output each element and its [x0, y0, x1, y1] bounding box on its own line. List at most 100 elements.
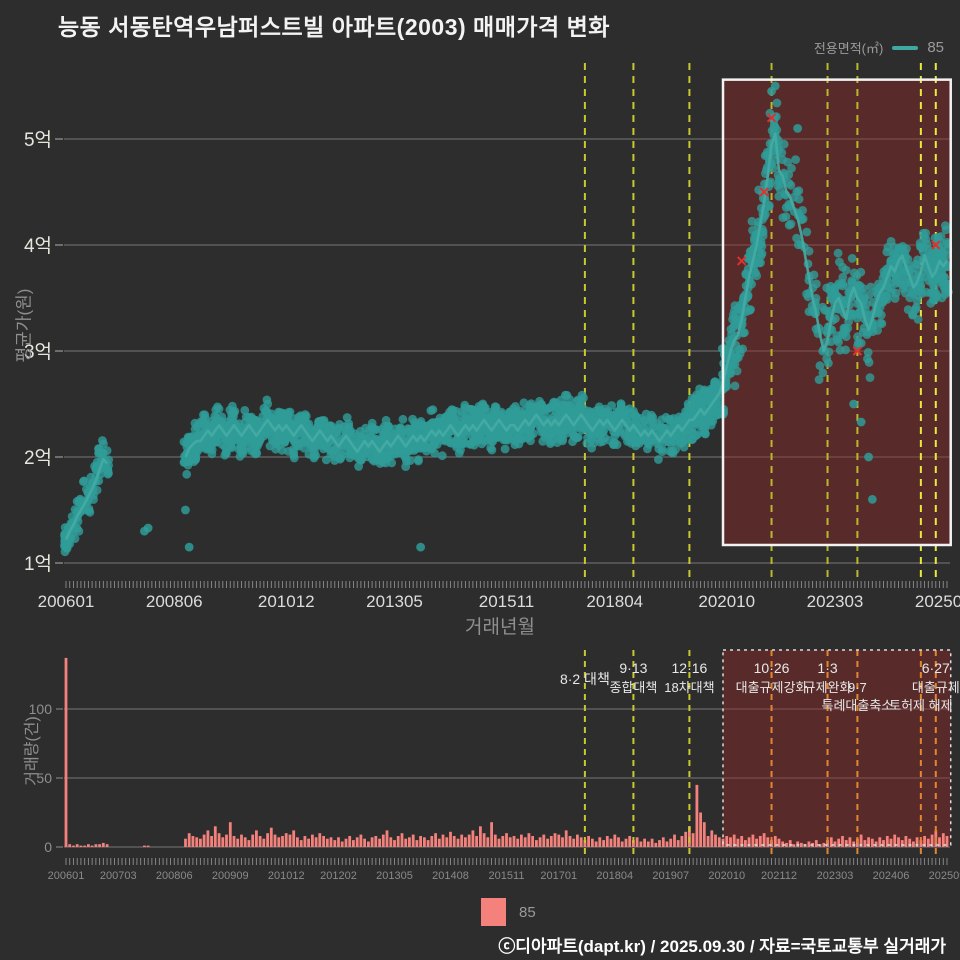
volume-x-tick-label: 202406 — [873, 870, 910, 882]
scatter-point — [804, 246, 814, 256]
scatter-point — [777, 148, 787, 158]
scatter-point — [72, 524, 82, 534]
scatter-point — [856, 338, 866, 348]
scatter-point — [770, 81, 780, 91]
scatter-point — [448, 405, 458, 415]
scatter-point — [856, 417, 866, 427]
event-label: 토허제 해제 — [889, 698, 952, 713]
scatter-point — [786, 219, 796, 229]
scatter-point — [416, 542, 426, 552]
scatter-point — [754, 258, 764, 268]
volume-bar — [859, 834, 863, 847]
scatter-point — [228, 407, 238, 416]
volume-bar — [452, 836, 456, 847]
volume-bar — [318, 833, 322, 847]
scatter-point — [791, 155, 800, 165]
volume-bar — [191, 836, 195, 847]
price-y-tick-label: 4억 — [24, 235, 52, 257]
volume-bar — [889, 838, 893, 847]
legend-area: 전용면적(㎡) 85 — [814, 38, 944, 57]
scatter-point — [758, 231, 768, 241]
volume-bar — [68, 844, 72, 847]
volume-bar — [195, 837, 199, 847]
scatter-point — [565, 401, 575, 410]
volume-bar — [870, 838, 874, 847]
scatter-point — [867, 495, 877, 504]
highlight-region-border — [722, 649, 952, 846]
volume-bar — [557, 834, 561, 847]
volume-bar — [266, 833, 269, 847]
price-y-tick-label: 2억 — [24, 447, 52, 469]
volume-bar — [863, 840, 867, 847]
volume-bar — [568, 836, 572, 847]
scatter-point — [143, 523, 153, 533]
volume-bar — [367, 841, 370, 847]
volume-bar — [105, 844, 109, 847]
price-x-tick-label: 201511 — [479, 592, 534, 611]
volume-bar — [262, 838, 266, 847]
volume-bar — [583, 840, 587, 847]
volume-bar — [531, 836, 534, 847]
event-label: 8·2 대책 — [560, 671, 610, 687]
scatter-point — [903, 254, 913, 264]
price-x-tick-label: 202508 — [915, 592, 960, 611]
scatter-point — [911, 302, 921, 312]
scatter-point — [344, 422, 354, 431]
scatter-point — [207, 449, 217, 459]
volume-bar — [572, 838, 576, 847]
scatter-point — [747, 216, 757, 226]
scatter-point — [478, 400, 488, 410]
volume-bar — [374, 836, 378, 847]
volume-bar — [520, 834, 523, 847]
scatter-point — [252, 449, 262, 458]
volume-bar — [355, 837, 359, 847]
volume-bar — [415, 840, 419, 847]
volume-x-tick-label: 202509 — [929, 870, 960, 882]
volume-bar — [311, 834, 314, 847]
scatter-point — [699, 427, 708, 437]
volume-bar — [561, 837, 564, 847]
scatter-point — [92, 485, 102, 495]
volume-y-tick-label: 50 — [36, 770, 52, 786]
scatter-point — [787, 163, 796, 173]
highlight-region-fill — [723, 650, 951, 845]
volume-bar — [826, 840, 829, 847]
volume-bar — [277, 837, 281, 847]
volume-bar — [202, 834, 206, 847]
volume-bar — [546, 838, 549, 847]
scatter-point — [181, 505, 190, 515]
volume-bar — [897, 837, 900, 847]
volume-bar — [762, 833, 766, 847]
volume-bar — [867, 837, 870, 847]
volume-bar — [628, 836, 632, 847]
scatter-point — [834, 337, 843, 347]
cancelled-deal-mark — [759, 187, 769, 197]
scatter-point — [304, 419, 314, 429]
scatter-point — [634, 438, 644, 448]
volume-bar — [75, 844, 79, 847]
scatter-point — [356, 455, 365, 465]
scatter-point — [300, 410, 310, 419]
volume-bar — [408, 837, 411, 847]
volume-bar — [143, 845, 146, 847]
scatter-point — [793, 123, 803, 133]
volume-bar — [292, 830, 296, 847]
scatter-point — [437, 451, 447, 461]
volume-bar — [307, 838, 310, 847]
volume-bar — [475, 836, 478, 847]
volume-bar — [624, 838, 628, 847]
scatter-point — [809, 270, 819, 280]
volume-bar — [213, 826, 217, 847]
volume-x-tick-label: 202303 — [817, 870, 854, 882]
volume-bar — [587, 836, 590, 847]
volume-bar — [243, 837, 247, 847]
volume-bar — [288, 834, 292, 847]
scatter-point — [798, 206, 807, 215]
volume-bar — [617, 837, 620, 847]
volume-bar — [236, 838, 240, 847]
volume-bar — [766, 837, 770, 847]
scatter-point — [877, 319, 887, 329]
volume-bar — [926, 838, 930, 847]
volume-x-tick-label: 202112 — [761, 870, 797, 882]
price-x-tick-label: 200601 — [38, 592, 95, 611]
